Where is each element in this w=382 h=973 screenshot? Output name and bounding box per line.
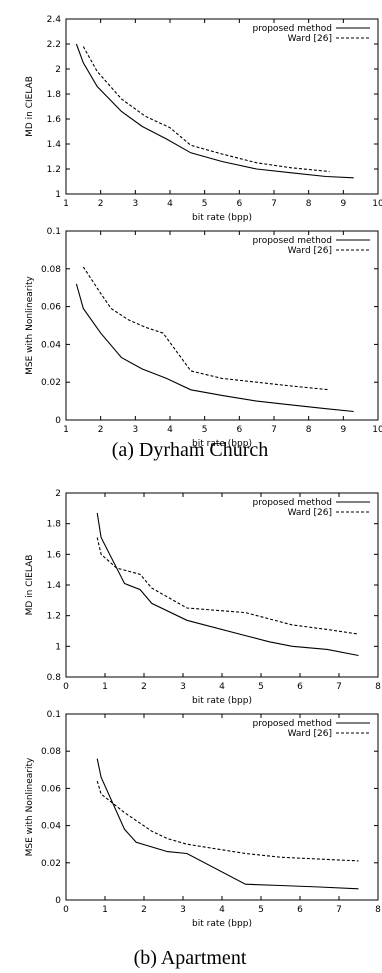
y-tick-label: 0.06 (41, 784, 61, 794)
y-tick-label: 0.1 (47, 710, 61, 720)
x-tick-label: 0 (63, 682, 69, 692)
plot-frame (65, 230, 379, 421)
x-tick-label: 2 (98, 199, 104, 209)
series-line-proposed-method (96, 758, 359, 890)
y-tick-label: 2.2 (47, 40, 61, 50)
y-tick-label: 0.8 (47, 673, 62, 683)
x-tick-label: 8 (306, 199, 312, 209)
x-tick-label: 5 (258, 682, 264, 692)
x-tick-label: 6 (297, 682, 303, 692)
y-tick-label: 0 (55, 896, 61, 906)
x-tick-label: 6 (297, 905, 303, 915)
x-tick-label: 2 (98, 425, 104, 435)
legend-label: Ward [26] (288, 246, 332, 256)
x-tick-label: 4 (167, 425, 173, 435)
y-tick-label: 1 (55, 190, 61, 200)
x-axis-label: bit rate (bpp) (192, 919, 252, 929)
x-tick-label: 6 (236, 199, 242, 209)
y-axis-label: MD in CIELAB (25, 76, 35, 137)
legend-label: proposed method (253, 498, 333, 508)
legend-label: Ward [26] (288, 508, 332, 518)
x-tick-label: 4 (167, 199, 173, 209)
x-tick-label: 3 (180, 905, 186, 915)
x-tick-label: 7 (271, 199, 277, 209)
legend-label: Ward [26] (288, 729, 332, 739)
x-tick-label: 2 (141, 905, 147, 915)
x-tick-label: 7 (271, 425, 277, 435)
x-tick-label: 1 (63, 199, 69, 209)
x-tick-label: 6 (236, 425, 242, 435)
y-tick-label: 1.4 (47, 140, 62, 150)
y-tick-label: 2 (55, 65, 61, 75)
chart-mse-apartment: 0 1 2 3 4 5 6 7 8 0 0.02 0.04 0.06 0.08 0.1 bit rate (b… (25, 710, 381, 929)
caption-dyrham-church: (a) Dyrham Church (112, 439, 269, 461)
x-tick-label: 4 (219, 682, 225, 692)
x-tick-label: 4 (219, 905, 225, 915)
y-tick-label: 0.08 (41, 265, 61, 275)
y-tick-label: 1.4 (47, 581, 62, 591)
y-axis-label: MSE with Nonlinearity (25, 757, 35, 856)
x-tick-label: 9 (340, 199, 346, 209)
x-tick-label: 5 (202, 425, 208, 435)
y-tick-label: 1.8 (47, 520, 62, 530)
x-tick-label: 8 (375, 682, 381, 692)
series-line-ward (96, 537, 359, 635)
x-tick-label: 2 (141, 682, 147, 692)
x-tick-label: 3 (132, 199, 138, 209)
y-tick-label: 0 (55, 416, 61, 426)
x-axis-label: bit rate (bpp) (192, 439, 252, 449)
chart-md-apartment: 0 1 2 3 4 5 6 7 8 0.8 1 1.2 1.4 1.6 1.8 2 bit rate (bpp)… (25, 489, 381, 706)
y-tick-label: 1.6 (47, 550, 62, 560)
x-tick-label: 8 (306, 425, 312, 435)
x-tick-label: 0 (63, 905, 69, 915)
x-tick-label: 3 (180, 682, 186, 692)
x-tick-label: 8 (375, 905, 381, 915)
legend-label: proposed method (253, 24, 333, 34)
y-tick-label: 1.6 (47, 115, 62, 125)
y-tick-label: 0.08 (41, 747, 61, 757)
caption-apartment: (b) Apartment (134, 947, 247, 969)
series-line-proposed-method (75, 283, 354, 413)
y-axis-label: MD in CIELAB (25, 555, 35, 616)
plot-frame (65, 18, 379, 195)
x-tick-label: 1 (63, 425, 69, 435)
legend-label: proposed method (253, 719, 333, 729)
y-tick-label: 0.06 (41, 303, 61, 313)
y-tick-label: 0.04 (41, 822, 61, 832)
x-axis-label: bit rate (bpp) (192, 696, 252, 706)
series-line-ward (82, 46, 330, 173)
x-tick-label: 5 (202, 199, 208, 209)
series-line-ward (82, 266, 330, 391)
y-tick-label: 0.02 (41, 859, 61, 869)
series-line-proposed-method (75, 43, 354, 179)
x-tick-label: 5 (258, 905, 264, 915)
y-tick-label: 0.02 (41, 378, 61, 388)
x-tick-label: 10 (372, 425, 382, 435)
y-tick-label: 2.4 (47, 15, 62, 25)
y-tick-label: 0.1 (47, 227, 61, 237)
x-tick-label: 9 (340, 425, 346, 435)
x-tick-label: 1 (102, 905, 108, 915)
chart-mse-dyrham: 1 2 3 4 5 6 7 8 9 10 0 0.02 0.04 0.06 0.08 0.1 bit rate … (25, 227, 382, 449)
y-tick-label: 2 (55, 489, 61, 499)
x-axis-label: bit rate (bpp) (192, 213, 252, 223)
y-tick-label: 0.04 (41, 340, 61, 350)
chart-md-dyrham: 1 2 3 4 5 6 7 8 9 10 1 1.2 1.4 1.6 1.8 2 2.2 2.4 bit rate … (25, 15, 382, 223)
series-line-ward (96, 780, 359, 862)
y-tick-label: 1.2 (47, 612, 61, 622)
y-tick-label: 1.8 (47, 90, 62, 100)
series-line-proposed-method (96, 512, 359, 657)
x-tick-label: 10 (372, 199, 382, 209)
x-tick-label: 1 (102, 682, 108, 692)
x-tick-label: 3 (132, 425, 138, 435)
plot-frame (65, 492, 379, 678)
y-axis-label: MSE with Nonlinearity (25, 275, 35, 374)
y-tick-label: 1.2 (47, 165, 61, 175)
y-tick-label: 1 (55, 642, 61, 652)
legend-label: proposed method (253, 236, 333, 246)
legend-label: Ward [26] (288, 34, 332, 44)
x-tick-label: 7 (336, 682, 342, 692)
x-tick-label: 7 (336, 905, 342, 915)
